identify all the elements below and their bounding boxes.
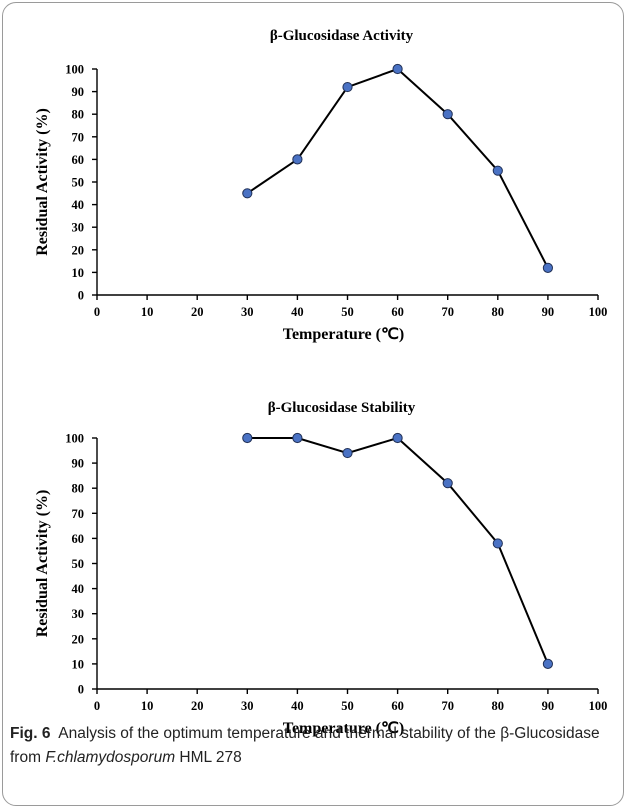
x-tick-label: 70: [441, 305, 454, 319]
y-tick-label: 80: [72, 108, 85, 122]
x-tick-label: 50: [341, 699, 354, 713]
data-point: [243, 189, 252, 198]
data-point: [543, 263, 552, 272]
y-tick-label: 10: [72, 266, 85, 280]
y-tick-label: 80: [72, 482, 85, 496]
y-axis-label: Residual Activity (%): [34, 108, 51, 256]
y-tick-label: 20: [72, 243, 85, 257]
chart-stability: β-Glucosidase Stability 0 10 20 30 40 50 60 70 80…: [0, 365, 629, 720]
y-tick-label: 70: [72, 130, 85, 144]
series-line: [247, 69, 548, 268]
x-tick-label: 0: [94, 305, 100, 319]
figure-number: Fig. 6: [10, 725, 50, 742]
y-tick-label: 30: [72, 607, 85, 621]
y-tick-label: 60: [72, 532, 85, 546]
x-tick-label: 80: [492, 305, 505, 319]
x-tick-label: 60: [391, 699, 404, 713]
x-tick-label: 90: [542, 699, 555, 713]
x-tick-label: 50: [341, 305, 354, 319]
x-tick-label: 60: [391, 305, 404, 319]
y-tick-label: 30: [72, 221, 85, 235]
y-tick-label: 10: [72, 657, 85, 671]
chart-title: β-Glucosidase Activity: [270, 28, 414, 44]
x-tick-label: 30: [241, 699, 254, 713]
caption-species: F.chlamydosporum: [45, 749, 175, 766]
x-tick-label: 100: [589, 699, 608, 713]
y-tick-label: 100: [65, 432, 84, 446]
data-point: [393, 64, 402, 73]
data-point: [343, 82, 352, 91]
x-tick-label: 90: [542, 305, 555, 319]
data-point: [243, 433, 252, 442]
chart-title: β-Glucosidase Stability: [268, 400, 416, 416]
y-tick-label: 40: [72, 198, 85, 212]
y-tick-label: 50: [72, 176, 85, 190]
series-line: [247, 438, 548, 664]
figure-caption: Fig. 6 Analysis of the optimum temperatu…: [10, 722, 618, 770]
data-point: [393, 433, 402, 442]
data-point: [443, 479, 452, 488]
data-point: [493, 166, 502, 175]
y-tick-label: 0: [78, 683, 84, 697]
x-tick-label: 80: [492, 699, 505, 713]
y-axis-label: Residual Activity (%): [34, 490, 51, 638]
x-tick-label: 100: [589, 305, 608, 319]
data-point: [293, 155, 302, 164]
y-tick-label: 90: [72, 85, 85, 99]
y-tick-label: 40: [72, 582, 85, 596]
x-tick-label: 40: [291, 305, 304, 319]
x-axis-label: Temperature (℃): [283, 326, 405, 343]
data-point: [493, 539, 502, 548]
x-tick-label: 40: [291, 699, 304, 713]
x-tick-label: 20: [191, 699, 204, 713]
y-tick-label: 90: [72, 457, 85, 471]
x-tick-label: 30: [241, 305, 254, 319]
data-point: [343, 448, 352, 457]
data-point: [443, 110, 452, 119]
caption-suffix: HML 278: [175, 749, 242, 766]
x-tick-label: 10: [141, 699, 154, 713]
y-tick-label: 50: [72, 557, 85, 571]
x-tick-label: 0: [94, 699, 100, 713]
chart-activity: β-Glucosidase Activity 0 10 20 30 40 50 60 70 80 9…: [0, 0, 629, 365]
y-tick-label: 60: [72, 153, 85, 167]
y-tick-label: 70: [72, 507, 85, 521]
x-tick-label: 70: [441, 699, 454, 713]
x-tick-label: 20: [191, 305, 204, 319]
y-tick-label: 20: [72, 632, 85, 646]
y-tick-label: 100: [65, 63, 84, 77]
x-tick-label: 10: [141, 305, 154, 319]
y-tick-label: 0: [78, 289, 84, 303]
data-point: [543, 659, 552, 668]
data-point: [293, 433, 302, 442]
